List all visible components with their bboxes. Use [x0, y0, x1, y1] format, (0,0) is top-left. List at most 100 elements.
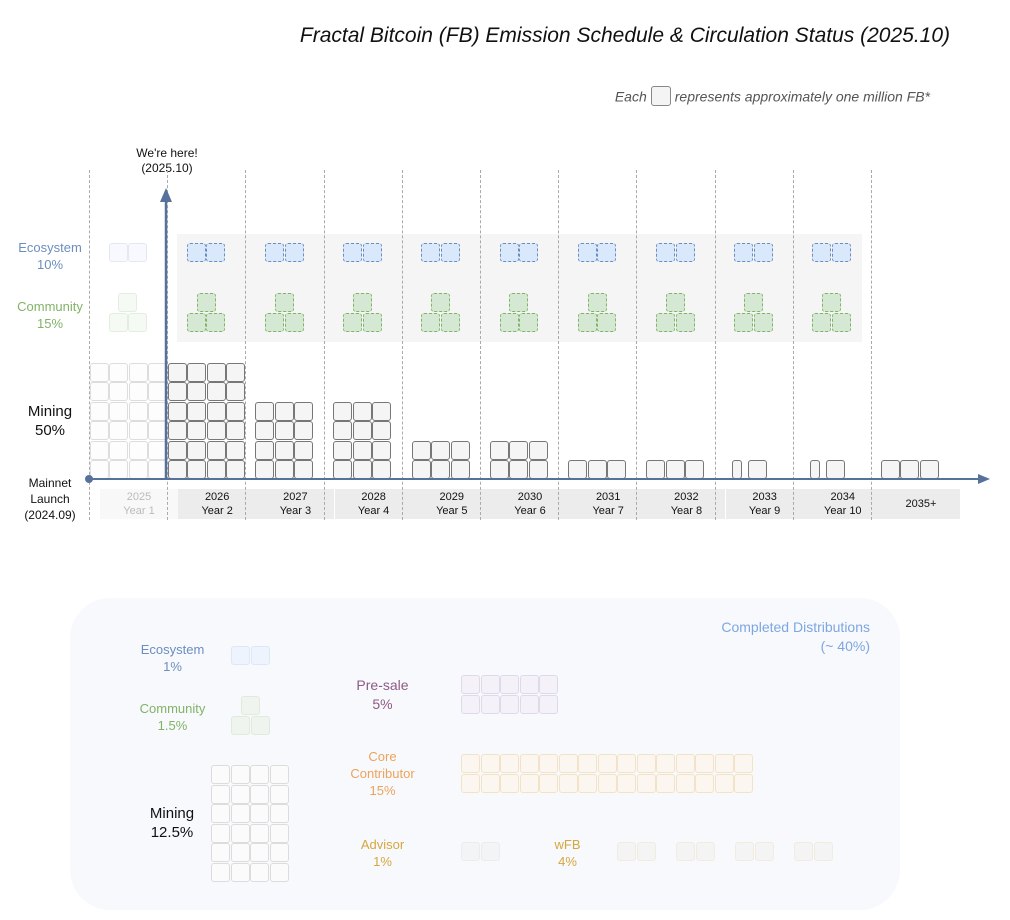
year-label: 2034 Year 10 [803, 489, 882, 519]
marker-arrow-icon [160, 188, 172, 202]
mining-block [89, 362, 109, 382]
c-core-name2: Contributor [350, 766, 415, 781]
c-eco-name: Ecosystem [140, 642, 205, 657]
completed-mining-block [269, 784, 289, 804]
mining-block [274, 401, 294, 421]
completed-mining-block [250, 765, 269, 784]
ecosystem-block [577, 243, 597, 262]
origin-dot-icon [85, 475, 93, 483]
completed-wfb-block [637, 842, 656, 861]
ecosystem-block [362, 243, 382, 262]
community-block [675, 313, 695, 332]
year-number: 2033 [752, 491, 777, 503]
marker-line2: (2025.10) [141, 161, 193, 175]
completed-mining-block [269, 843, 289, 862]
mining-block [509, 440, 529, 460]
ecosystem-block [753, 243, 773, 262]
mining-block [450, 440, 470, 460]
year-divider [245, 170, 247, 520]
completed-core-label: Core Contributor 15% [335, 748, 430, 799]
mining-block [187, 382, 207, 401]
c-pre-pct: 5% [372, 696, 393, 712]
ecosystem-block [831, 243, 851, 262]
year-index: Year 1 [123, 505, 155, 517]
completed-mining-block [230, 862, 250, 882]
completed-core-block [617, 773, 636, 793]
completed-presale-block [500, 694, 519, 714]
community-label: Community 15% [10, 298, 90, 332]
year-label: 2028 Year 4 [334, 489, 413, 519]
community-block [753, 313, 773, 332]
community-block [421, 313, 441, 332]
ecosystem-block [734, 243, 754, 262]
community-name: Community [17, 299, 83, 314]
completed-mining-block [250, 862, 269, 882]
completed-mining-block [230, 804, 250, 823]
mining-block [372, 440, 392, 460]
chart-title: Fractal Bitcoin (FB) Emission Schedule &… [299, 24, 950, 47]
completed-community-block [251, 716, 270, 735]
year-label: 2033 Year 9 [725, 489, 804, 519]
completed-mining-block [269, 765, 289, 784]
completed-presale-block [519, 675, 539, 694]
marker-line1: We're here! [136, 146, 198, 160]
ecosystem-block [128, 243, 148, 262]
year-divider [167, 170, 169, 520]
year-divider [714, 170, 716, 520]
year-label: 2029 Year 5 [412, 489, 491, 519]
completed-advisor-label: Advisor 1% [335, 836, 430, 870]
community-block [743, 293, 763, 312]
mining-block [167, 362, 187, 382]
year-label: 2027 Year 3 [256, 489, 335, 519]
completed-core-block [714, 773, 734, 793]
year-divider [480, 170, 481, 520]
completed-community-block [231, 716, 250, 735]
mining-block [333, 421, 353, 440]
mining-name: Mining [27, 403, 73, 420]
completed-core-block [461, 754, 480, 773]
mining-block [226, 421, 246, 440]
mining-block [352, 421, 372, 440]
completed-core-block [617, 754, 636, 773]
completed-ecosystem-label: Ecosystem 1% [130, 641, 215, 675]
mining-block [294, 421, 314, 440]
ecosystem-block [812, 243, 832, 262]
community-block [519, 313, 539, 332]
origin-line3: (2024.09) [24, 508, 76, 522]
mining-block [206, 382, 226, 401]
mining-block [294, 440, 314, 460]
completed-core-block [695, 773, 714, 793]
community-block [499, 313, 519, 332]
completed-core-block [597, 754, 617, 773]
completed-mining-block [269, 823, 289, 843]
mining-block [226, 362, 246, 382]
completed-mining-block [250, 843, 269, 862]
c-mine-name: Mining [149, 805, 195, 822]
community-block [284, 313, 304, 332]
year-number: 2035+ [905, 498, 937, 510]
ecosystem-pct: 10% [36, 257, 64, 272]
year-index: Year 10 [824, 505, 862, 517]
completed-presale-block [480, 675, 500, 694]
community-block [431, 293, 451, 312]
ecosystem-block [265, 243, 284, 262]
community-block [656, 313, 675, 332]
completed-mining-block [211, 765, 230, 784]
completed-core-block [480, 773, 500, 793]
c-wfb-name: wFB [554, 837, 581, 852]
year-number: 2029 [439, 491, 465, 503]
community-block [362, 313, 382, 332]
c-adv-pct: 1% [373, 854, 392, 869]
completed-mining-label: Mining 12.5% [132, 804, 212, 842]
mining-block [128, 421, 148, 440]
completed-core-block [597, 773, 617, 793]
community-block [352, 293, 372, 312]
community-block [509, 293, 529, 312]
completed-subtitle: (~ 40%) [820, 638, 870, 654]
completed-wfb-block [696, 842, 715, 861]
mining-pct: 50% [34, 422, 66, 439]
completed-community-block [241, 696, 260, 715]
community-block [128, 313, 148, 332]
completed-core-block [636, 773, 656, 793]
ecosystem-name: Ecosystem [18, 240, 82, 255]
